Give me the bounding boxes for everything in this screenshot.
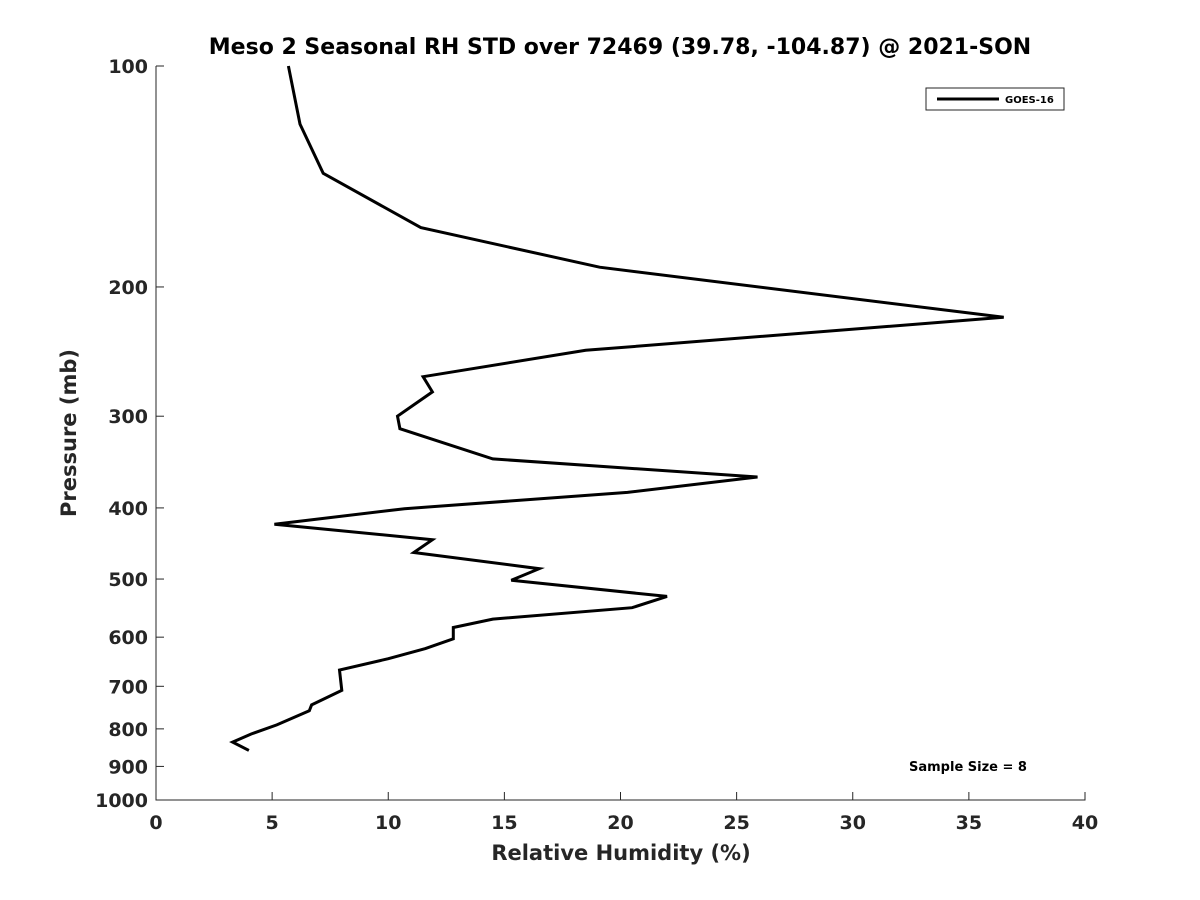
sample-size-annotation: Sample Size = 8 (909, 760, 1027, 775)
x-tick-label: 15 (491, 812, 517, 834)
plot-area: 0 5 10 15 20 25 30 35 40 100 200 300 400 500 600 700 80… (95, 56, 1098, 834)
y-tick-label: 800 (108, 719, 148, 741)
x-tick-label: 10 (375, 812, 401, 834)
chart-title: Meso 2 Seasonal RH STD over 72469 (39.78… (209, 35, 1031, 60)
x-tick-label: 35 (956, 812, 982, 834)
y-tick-label: 600 (108, 627, 148, 649)
y-axis: 100 200 300 400 500 600 700 800 900 1000 (95, 56, 164, 812)
x-tick-label: 20 (607, 812, 633, 834)
series-line-goes-16 (229, 65, 1004, 752)
x-tick-label: 25 (723, 812, 749, 834)
y-tick-label: 100 (108, 56, 148, 78)
legend-label-goes-16: GOES-16 (1005, 95, 1054, 106)
x-axis: 0 5 10 15 20 25 30 35 40 (149, 792, 1098, 834)
x-tick-label: 30 (840, 812, 866, 834)
x-tick-label: 0 (149, 812, 162, 834)
legend: GOES-16 (925, 87, 1065, 111)
y-tick-label: 500 (108, 569, 148, 591)
x-axis-label: Relative Humidity (%) (491, 841, 750, 865)
x-tick-label: 5 (266, 812, 279, 834)
series-layer (229, 65, 1004, 752)
y-tick-label: 400 (108, 498, 148, 520)
y-tick-label: 300 (108, 406, 148, 428)
y-tick-label: 200 (108, 277, 148, 299)
y-tick-label: 700 (108, 676, 148, 698)
x-tick-label: 40 (1072, 812, 1098, 834)
y-tick-label: 1000 (95, 790, 148, 812)
y-axis-label: Pressure (mb) (57, 349, 81, 517)
y-tick-label: 900 (108, 756, 148, 778)
